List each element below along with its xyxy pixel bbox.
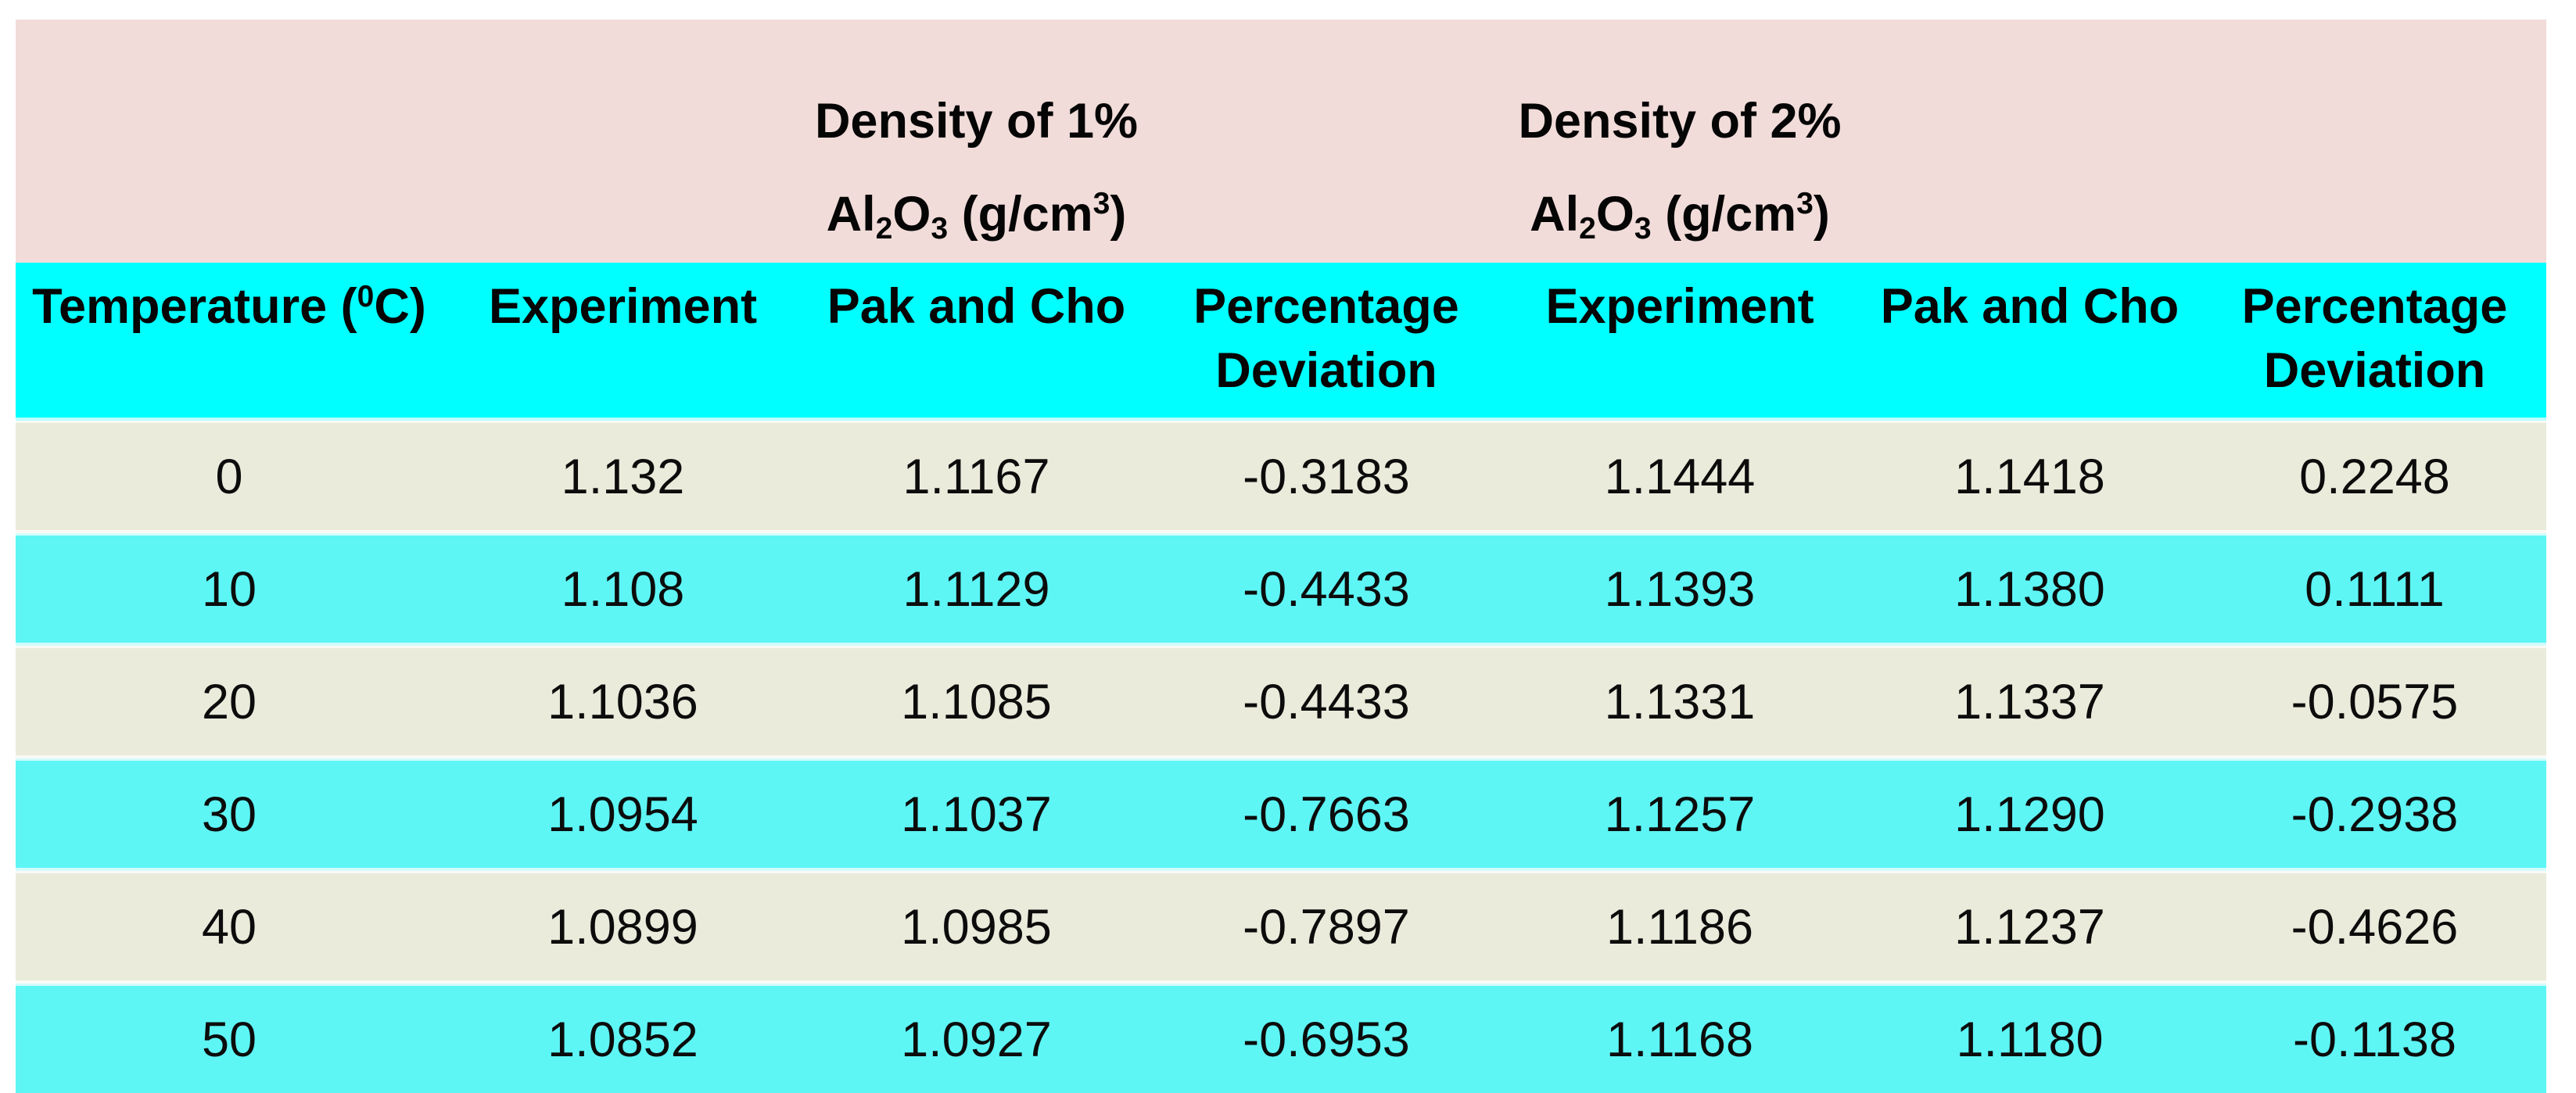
cell-temperature: 0 [16,421,443,533]
cell-percentage-deviation-2pct: -0.0575 [2203,646,2546,758]
col-header-percentage-deviation-2pct: Percentage Deviation [2203,263,2546,421]
cell-pak-and-cho-1pct: 1.0985 [803,871,1150,984]
col-header-experiment-1pct: Experiment [443,263,803,421]
cell-percentage-deviation-2pct: -0.1138 [2203,984,2546,1093]
cell-experiment-2pct: 1.1168 [1503,984,1857,1093]
cell-pak-and-cho-2pct: 1.1237 [1857,871,2203,984]
cell-temperature: 40 [16,871,443,984]
cell-percentage-deviation-1pct: -0.7663 [1150,758,1503,871]
column-header-row: Temperature (0C) Experiment Pak and Cho … [16,263,2546,421]
cell-experiment-2pct: 1.1257 [1503,758,1857,871]
group-header-spacer [443,20,803,263]
cell-pak-and-cho-2pct: 1.1180 [1857,984,2203,1093]
cell-percentage-deviation-2pct: -0.2938 [2203,758,2546,871]
group-header-spacer [1857,20,2203,263]
cell-pak-and-cho-1pct: 1.1167 [803,421,1150,533]
cell-percentage-deviation-1pct: -0.6953 [1150,984,1503,1093]
group-header-1pct-formula: Al2O3 (g/cm3) [803,186,1150,242]
table-row-temp-0: 0 1.132 1.1167 -0.3183 1.1444 1.1418 0.2… [16,421,2546,533]
cell-experiment-1pct: 1.1036 [443,646,803,758]
density-table: Density of 1% Al2O3 (g/cm3) Density of 2… [16,20,2546,1093]
cell-experiment-2pct: 1.1444 [1503,421,1857,533]
cell-temperature: 50 [16,984,443,1093]
cell-percentage-deviation-1pct: -0.4433 [1150,533,1503,646]
cell-experiment-1pct: 1.0852 [443,984,803,1093]
table-row-temp-10: 10 1.108 1.1129 -0.4433 1.1393 1.1380 0.… [16,533,2546,646]
cell-percentage-deviation-2pct: 0.2248 [2203,421,2546,533]
group-header-spacer [1150,20,1503,263]
cell-percentage-deviation-2pct: -0.4626 [2203,871,2546,984]
group-header-2pct-title: Density of 2% [1503,93,1857,149]
cell-experiment-2pct: 1.1186 [1503,871,1857,984]
group-header-1pct-density: Density of 1% Al2O3 (g/cm3) [803,20,1150,263]
group-header-spacer [2203,20,2546,263]
group-header-2pct-density: Density of 2% Al2O3 (g/cm3) [1503,20,1857,263]
cell-pak-and-cho-1pct: 1.1129 [803,533,1150,646]
col-header-temperature: Temperature (0C) [16,263,443,421]
col-header-pak-and-cho-1pct: Pak and Cho [803,263,1150,421]
col-header-pak-and-cho-2pct: Pak and Cho [1857,263,2203,421]
cell-experiment-1pct: 1.132 [443,421,803,533]
table-row-temp-50: 50 1.0852 1.0927 -0.6953 1.1168 1.1180 -… [16,984,2546,1093]
group-header-1pct-title: Density of 1% [803,93,1150,149]
table-row-temp-20: 20 1.1036 1.1085 -0.4433 1.1331 1.1337 -… [16,646,2546,758]
density-table-container: Density of 1% Al2O3 (g/cm3) Density of 2… [16,20,2546,1093]
cell-percentage-deviation-1pct: -0.7897 [1150,871,1503,984]
cell-experiment-2pct: 1.1331 [1503,646,1857,758]
cell-pak-and-cho-2pct: 1.1380 [1857,533,2203,646]
cell-pak-and-cho-2pct: 1.1418 [1857,421,2203,533]
col-header-percentage-deviation-1pct: Percentage Deviation [1150,263,1503,421]
cell-pak-and-cho-1pct: 1.1037 [803,758,1150,871]
cell-pak-and-cho-1pct: 1.1085 [803,646,1150,758]
cell-temperature: 30 [16,758,443,871]
table-row-temp-40: 40 1.0899 1.0985 -0.7897 1.1186 1.1237 -… [16,871,2546,984]
cell-pak-and-cho-1pct: 1.0927 [803,984,1150,1093]
cell-percentage-deviation-1pct: -0.3183 [1150,421,1503,533]
cell-percentage-deviation-2pct: 0.1111 [2203,533,2546,646]
cell-experiment-1pct: 1.0954 [443,758,803,871]
group-header-row: Density of 1% Al2O3 (g/cm3) Density of 2… [16,20,2546,263]
cell-experiment-2pct: 1.1393 [1503,533,1857,646]
group-header-spacer [16,20,443,263]
cell-temperature: 20 [16,646,443,758]
cell-experiment-1pct: 1.0899 [443,871,803,984]
group-header-2pct-formula: Al2O3 (g/cm3) [1503,186,1857,242]
cell-temperature: 10 [16,533,443,646]
cell-experiment-1pct: 1.108 [443,533,803,646]
cell-pak-and-cho-2pct: 1.1290 [1857,758,2203,871]
col-header-experiment-2pct: Experiment [1503,263,1857,421]
table-row-temp-30: 30 1.0954 1.1037 -0.7663 1.1257 1.1290 -… [16,758,2546,871]
cell-pak-and-cho-2pct: 1.1337 [1857,646,2203,758]
cell-percentage-deviation-1pct: -0.4433 [1150,646,1503,758]
page: { "colors": { "group_header_background":… [0,0,2576,1039]
